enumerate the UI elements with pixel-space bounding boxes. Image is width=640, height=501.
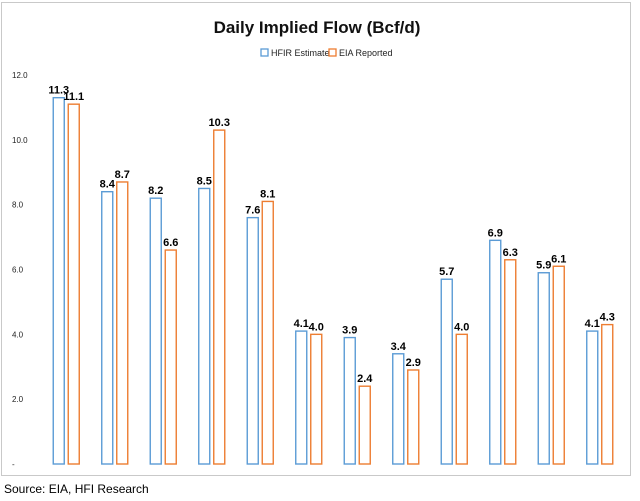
data-label-hfir-3: 8.2 (148, 185, 163, 197)
bar-eia-10 (505, 260, 516, 464)
legend-label-0: HFIR Estimate (271, 48, 330, 58)
bar-hfir-9 (441, 279, 452, 464)
data-labels: 11.38.48.28.57.64.13.93.45.76.95.94.111.… (48, 85, 615, 386)
bar-eia-3 (165, 250, 176, 464)
data-label-hfir-9: 5.7 (439, 266, 454, 278)
data-label-hfir-5: 7.6 (245, 205, 260, 217)
source-note: Source: EIA, HFI Research (4, 482, 149, 496)
y-tick-label: 4.0 (12, 330, 24, 339)
bar-eia-6 (311, 334, 322, 464)
legend-swatch-0 (261, 49, 268, 56)
y-axis: - 2.0 4.0 6.0 8.0 10.0 12.0 (12, 71, 28, 469)
data-label-eia-7: 2.4 (357, 373, 373, 385)
legend: HFIR Estimate EIA Reported (261, 48, 393, 58)
data-label-hfir-12: 4.1 (585, 318, 600, 330)
data-label-eia-4: 10.3 (209, 117, 230, 129)
data-label-eia-9: 4.0 (454, 321, 469, 333)
bar-hfir-2 (102, 192, 113, 464)
bar-hfir-10 (490, 240, 501, 464)
data-label-eia-11: 6.1 (551, 253, 566, 265)
bar-hfir-8 (393, 354, 404, 464)
legend-swatch-1 (329, 49, 336, 56)
y-tick-label: 10.0 (12, 136, 28, 145)
bar-eia-1 (68, 104, 79, 464)
data-label-eia-2: 8.7 (115, 169, 130, 181)
chart: Daily Implied Flow (Bcf/d) HFIR Estimate… (2, 3, 632, 477)
data-label-eia-6: 4.0 (309, 321, 324, 333)
data-label-hfir-11: 5.9 (536, 260, 551, 272)
data-label-eia-5: 8.1 (260, 188, 275, 200)
bar-eia-2 (117, 182, 128, 464)
bar-hfir-12 (587, 331, 598, 464)
y-tick-label: 8.0 (12, 201, 24, 210)
data-label-hfir-10: 6.9 (488, 227, 503, 239)
y-tick-label: - (12, 460, 15, 469)
bar-eia-12 (602, 325, 613, 464)
data-label-hfir-7: 3.9 (342, 325, 357, 337)
bar-hfir-1 (53, 98, 64, 464)
bar-eia-5 (262, 201, 273, 464)
data-label-eia-3: 6.6 (163, 237, 178, 249)
bar-eia-7 (359, 386, 370, 464)
bar-hfir-11 (538, 273, 549, 464)
legend-label-1: EIA Reported (339, 48, 393, 58)
bar-hfir-3 (150, 198, 161, 464)
bar-eia-11 (553, 266, 564, 464)
data-label-eia-1: 11.1 (63, 91, 84, 103)
bar-hfir-7 (344, 338, 355, 464)
bar-eia-9 (456, 334, 467, 464)
y-tick-label: 6.0 (12, 266, 24, 275)
y-tick-label: 2.0 (12, 395, 24, 404)
data-label-hfir-6: 4.1 (294, 318, 309, 330)
data-label-hfir-2: 8.4 (100, 179, 116, 191)
bar-hfir-6 (296, 331, 307, 464)
bar-eia-4 (214, 130, 225, 464)
bars (53, 98, 613, 464)
bar-hfir-5 (247, 218, 258, 464)
data-label-hfir-8: 3.4 (391, 341, 407, 353)
data-label-eia-8: 2.9 (406, 357, 421, 369)
bar-hfir-4 (199, 188, 210, 464)
chart-frame: Daily Implied Flow (Bcf/d) HFIR Estimate… (1, 2, 631, 476)
y-tick-label: 12.0 (12, 71, 28, 80)
chart-title: Daily Implied Flow (Bcf/d) (214, 18, 421, 37)
bar-eia-8 (408, 370, 419, 464)
data-label-eia-10: 6.3 (503, 247, 518, 259)
data-label-eia-12: 4.3 (600, 312, 615, 324)
data-label-hfir-4: 8.5 (197, 175, 212, 187)
